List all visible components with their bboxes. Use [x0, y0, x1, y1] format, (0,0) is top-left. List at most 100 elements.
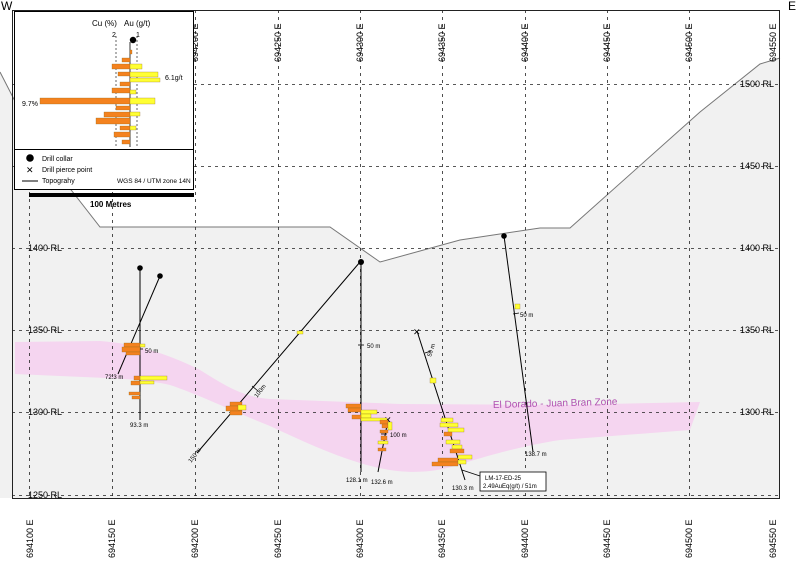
assay-cu-bar	[345, 403, 362, 409]
assay-cu-bar	[130, 380, 141, 386]
depth-tick-label: 50 m	[367, 344, 380, 350]
drill-collar-marker	[501, 233, 507, 239]
drill-collar-marker	[157, 273, 163, 279]
callout-grade: 2.49AuEq(g/t) / 51m	[483, 484, 537, 490]
hole-end-label: 128.1 m	[346, 478, 368, 484]
hole-end-label: 132.6 m	[371, 480, 393, 486]
legend-au-bar	[129, 97, 156, 105]
east-label: E	[788, 0, 796, 13]
assay-cu-bar	[347, 407, 362, 413]
easting-label: 694200 E	[190, 519, 200, 558]
assay-cu-bar	[431, 461, 459, 467]
drill-collar-marker	[358, 259, 364, 265]
hole-end-label: 138.7 m	[525, 452, 547, 458]
au-peak-label: 6.1g/t	[165, 75, 183, 82]
drill-hole-7: 50 m 138.7 m	[501, 233, 547, 458]
scale-bar-label: 100 Metres	[90, 200, 132, 209]
easting-label: 694300 E	[355, 519, 365, 558]
legend-cu-bar	[111, 87, 131, 94]
assay-cu-bar	[229, 410, 243, 416]
legend-au-bar	[129, 77, 161, 83]
easting-label: 694350 E	[437, 519, 447, 558]
intercept-callout: LM-17-ED-25 2.49AuEq(g/t) / 51m	[461, 469, 547, 492]
hole-end-label: 93.3 m	[130, 423, 148, 429]
elevation-label: 1350 RL	[740, 325, 774, 335]
legend-cu-bar	[119, 81, 131, 87]
legend-cu-bar	[113, 131, 131, 138]
easting-label: 694300 E	[355, 23, 365, 62]
easting-label: 694250 E	[273, 23, 283, 62]
legend-drill-pierce: Drill pierce point	[42, 167, 92, 174]
callout-box	[479, 471, 547, 492]
assay-au-bar	[360, 417, 388, 422]
assay-au-bar	[139, 343, 146, 348]
easting-label: 694500 E	[684, 23, 694, 62]
elevation-label: 1300 RL	[28, 407, 62, 417]
assay-au-bar	[387, 421, 393, 431]
legend-cu-bar	[121, 57, 131, 63]
elevation-label: 1300 RL	[740, 407, 774, 417]
legend-au-bar	[129, 89, 137, 95]
elevation-label: 1350 RL	[28, 325, 62, 335]
depth-tick-label: 50 m	[427, 343, 437, 358]
drill-trace	[117, 275, 161, 375]
assay-au-bar	[296, 330, 304, 335]
assay-au-bar	[514, 303, 521, 310]
map-frame	[12, 10, 780, 499]
drill-trace	[377, 419, 389, 473]
assay-au-bar	[139, 380, 155, 385]
elevation-labels-left: 1400 RL 1350 RL 1300 RL 1250 RL	[28, 243, 62, 500]
assay-cu-bar	[443, 431, 453, 437]
assay-au-bar	[439, 422, 459, 428]
drill-hole-2: 72.3 m	[105, 273, 163, 381]
legend-au-bar	[129, 71, 159, 78]
drill-hole-6: ✕ 50 m 130.3 m	[413, 327, 474, 492]
easting-label: 694550 E	[768, 23, 778, 62]
easting-label: 694450 E	[602, 519, 612, 558]
assay-au-bar	[377, 440, 389, 445]
assay-cu-bar	[377, 447, 387, 452]
legend-au-bar	[129, 111, 141, 117]
drill-pierce-icon: ✕	[26, 165, 34, 175]
legend-cu-bar	[111, 63, 131, 70]
cu-scale-label: 2	[112, 32, 116, 39]
au-scale-label: 1	[136, 32, 140, 39]
assay-bars	[121, 303, 521, 467]
legend-au-bar	[129, 125, 137, 131]
elevation-label: 1500 RL	[740, 79, 774, 89]
legend-cu-bar	[39, 97, 131, 105]
cu-axis-header: Cu (%)	[92, 19, 117, 28]
assay-au-bar	[429, 377, 437, 384]
easting-label: 694400 E	[520, 519, 530, 558]
assay-au-bar	[457, 454, 473, 460]
assay-au-bar	[360, 409, 378, 415]
assay-au-bar	[237, 404, 247, 411]
elevation-label: 1400 RL	[740, 243, 774, 253]
assay-cu-bar	[379, 419, 389, 425]
assay-cu-bar	[380, 435, 388, 441]
legend-topography: Topograhy	[42, 178, 75, 185]
easting-labels-bottom: 694100 E 694150 E 694200 E 694250 E 6943…	[25, 519, 778, 558]
callout-hole-id: LM-17-ED-25	[485, 476, 522, 482]
legend-cu-bar	[119, 125, 131, 131]
depth-tick	[424, 350, 432, 354]
legend-au-bar	[129, 63, 143, 70]
scale-bar-rect	[29, 193, 194, 197]
easting-labels-top: 694150 E 694200 E 694250 E 694300 E 6943…	[107, 23, 778, 62]
au-axis-header: Au (g/t)	[124, 19, 151, 28]
assay-au-bar	[440, 417, 454, 423]
assay-cu-bar	[381, 423, 389, 429]
assay-au-bar	[451, 444, 463, 450]
assay-cu-bar	[123, 342, 141, 348]
hole-end-label: 72.3 m	[105, 375, 123, 381]
assay-cu-bar	[351, 414, 362, 420]
easting-label: 694450 E	[602, 23, 612, 62]
assay-au-bar	[445, 439, 461, 445]
assay-cu-bar	[379, 429, 389, 434]
elevation-label: 1450 RL	[740, 161, 774, 171]
elevation-label: 1250 RL	[28, 490, 62, 500]
zone-label: El Dorado - Juan Bran Zone	[493, 397, 618, 411]
callout-leader	[461, 469, 481, 477]
easting-label: 694350 E	[437, 23, 447, 62]
